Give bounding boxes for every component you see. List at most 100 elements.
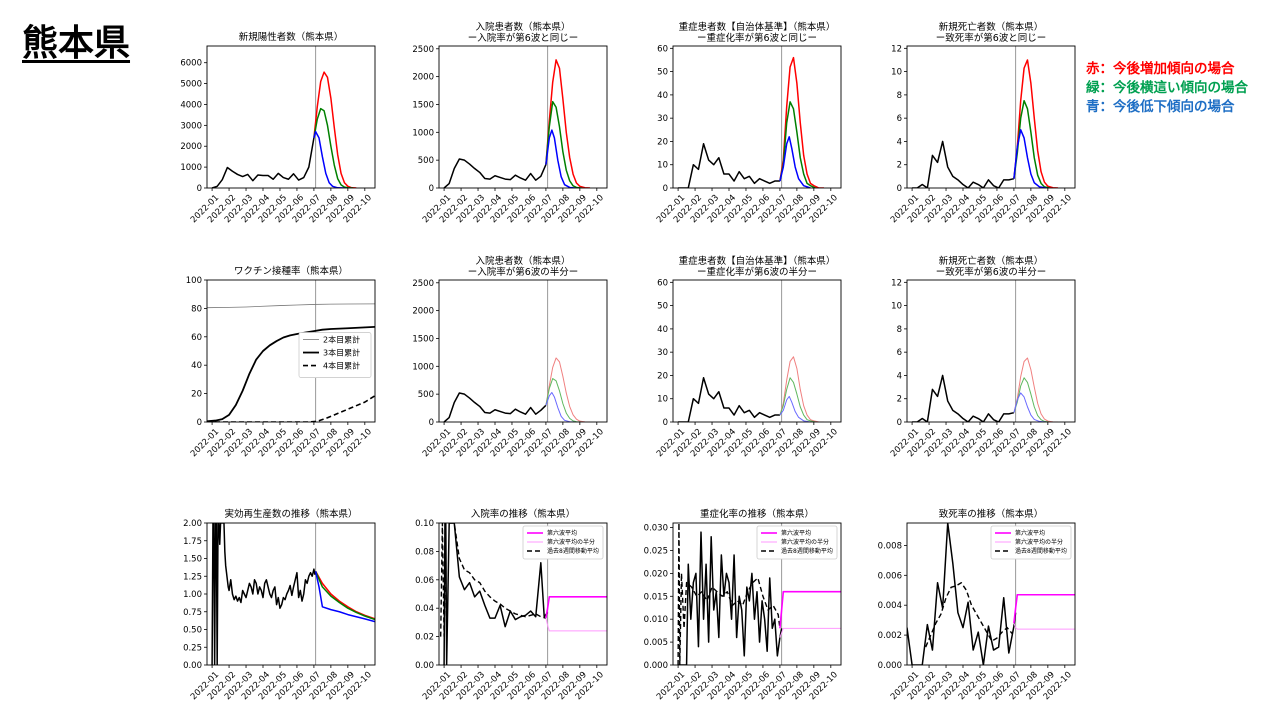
- series-line-3: [1013, 392, 1047, 422]
- series-line-0: [211, 137, 315, 188]
- y-tick-label: 1.50: [183, 555, 202, 565]
- y-tick-label: 1000: [412, 362, 434, 372]
- y-tick-label: 0.75: [183, 608, 202, 618]
- y-tick-label: 500: [418, 390, 434, 400]
- y-tick-label: 60: [191, 333, 202, 343]
- series-line-1: [313, 71, 357, 188]
- series-line-1: [207, 325, 375, 422]
- chart-new-cases: 新規陽性者数（熊本県）01000200030004000500060002022…: [180, 31, 376, 225]
- chart-severity-rate: 重症化率の推移（熊本県） 0.000 0.005 0.010 0.015 0.020 0.0…: [644, 508, 842, 702]
- series-line-0: [211, 523, 317, 665]
- series-line-3: [545, 129, 575, 188]
- series-line-0: [207, 303, 375, 309]
- plot-frame: [206, 279, 376, 423]
- series-line-1: [1013, 357, 1059, 422]
- y-tick-label: 10: [657, 395, 668, 405]
- chart-rt: 実効再生産数の推移（熊本県） 0.00 0.25 0.50 0.75 1.00 1.25 1.…: [183, 508, 376, 702]
- series-line-0: [443, 392, 547, 422]
- y-tick-label: 0.010: [644, 615, 668, 625]
- series-line-2: [545, 100, 582, 188]
- y-tick-label: 2.00: [183, 519, 202, 529]
- series-line-3: [545, 618, 607, 632]
- legend-label: 第六波平均の半分: [547, 538, 595, 546]
- y-tick-label: 0.06: [415, 576, 434, 586]
- legend-label: 過去8週間移動平均: [547, 547, 599, 555]
- legend-label: 過去8週間移動平均: [1015, 547, 1067, 555]
- y-tick-label: 12: [891, 278, 902, 288]
- series-line-0: [912, 140, 1015, 188]
- y-tick-label: 0.000: [878, 661, 902, 671]
- legend-label: 過去8週間移動平均: [781, 547, 833, 555]
- y-tick-label: 4000: [180, 100, 202, 110]
- y-tick-label: 0: [897, 418, 902, 428]
- y-tick-label: 10: [891, 302, 902, 312]
- y-tick-label: 8: [897, 325, 902, 335]
- y-tick-label: 0: [663, 184, 668, 194]
- series-line-2: [1013, 593, 1075, 624]
- scenario-note-red: 赤：今後増加傾向の場合: [1086, 61, 1235, 77]
- series-line-3: [545, 391, 575, 422]
- series-line-0: [678, 377, 780, 422]
- plot-frame: [438, 522, 608, 666]
- chart-hospitalized-same: 入院患者数（熊本県）ー入院率が第6波と同じー 0 500 1000 1500 2000 25…: [412, 21, 608, 225]
- series-line-1: [779, 356, 825, 422]
- chart-title: 新規陽性者数（熊本県）: [239, 31, 344, 43]
- y-tick-label: 6000: [180, 59, 202, 69]
- y-tick-label: 1000: [180, 163, 202, 173]
- series-line-2: [779, 590, 841, 629]
- y-tick-label: 1.25: [183, 572, 202, 582]
- legend-label: 第六波平均の半分: [1015, 538, 1063, 546]
- y-tick-label: 0.04: [415, 604, 434, 614]
- y-tick-label: 0.10: [415, 519, 434, 529]
- series-line-2: [545, 596, 607, 619]
- chart-title: 新規死亡者数（熊本県）: [939, 21, 1044, 33]
- chart-title: ー入院率が第6波と同じー: [468, 32, 579, 44]
- series-line-1: [545, 59, 591, 188]
- series-line-2: [314, 570, 375, 621]
- y-tick-label: 0.02: [415, 633, 434, 643]
- y-tick-label: 2000: [412, 73, 434, 83]
- chart-deaths-half: 新規死亡者数（熊本県）ー致死率が第6波の半分ー0246810122022-012…: [889, 255, 1076, 459]
- series-group: [912, 59, 1059, 188]
- series-line-2: [1013, 377, 1050, 422]
- chart-title: 新規死亡者数（熊本県）: [939, 255, 1044, 267]
- series-group: [678, 56, 825, 188]
- chart-deaths-same: 新規死亡者数（熊本県）ー致死率が第6波と同じー0246810122022-012…: [889, 21, 1076, 225]
- legend-label: 第六波平均: [781, 529, 811, 537]
- plot-frame: [906, 279, 1076, 423]
- y-tick-label: 1500: [412, 100, 434, 110]
- series-line-3: [779, 136, 811, 188]
- series-line-2: [313, 107, 353, 188]
- y-tick-label: 100: [186, 276, 202, 286]
- chart-title: ワクチン接種率（熊本県）: [234, 265, 348, 277]
- y-tick-label: 40: [191, 361, 202, 371]
- chart-hospitalized-half: 入院患者数（熊本県）ー入院率が第6波の半分ー 0 500 1000 1500 2000 25…: [412, 255, 608, 459]
- y-tick-label: 2000: [412, 307, 434, 317]
- chart-severe-half: 重症患者数【自治体基準】（熊本県）ー重症化率が第6波の半分ー 0 10 20 30 40 5…: [655, 255, 842, 459]
- legend-label: 2本目累計: [323, 334, 360, 344]
- y-tick-label: 30: [657, 348, 668, 358]
- y-tick-label: 6: [897, 348, 902, 358]
- chart-title: 入院患者数（熊本県）: [475, 255, 570, 267]
- y-tick-label: 0: [429, 184, 434, 194]
- series-line-2: [1013, 99, 1050, 188]
- plot-frame: [438, 45, 608, 189]
- y-tick-label: 1000: [412, 128, 434, 138]
- plot-frame: [206, 45, 376, 189]
- y-tick-label: 0.25: [183, 643, 202, 653]
- y-tick-label: 2500: [412, 279, 434, 289]
- y-tick-label: 0.00: [183, 661, 202, 671]
- chart-title: 重症患者数【自治体基準】（熊本県）: [679, 21, 836, 33]
- y-tick-label: 0: [429, 418, 434, 428]
- series-line-2: [779, 101, 816, 188]
- plot-frame: [906, 45, 1076, 189]
- series-group: [443, 59, 591, 188]
- series-group: [443, 357, 591, 422]
- legend-label: 第六波平均: [547, 529, 577, 537]
- y-tick-label: 500: [418, 156, 434, 166]
- chart-hospitalization-rate: 入院率の推移（熊本県）0.000.020.040.060.080.102022-…: [415, 508, 608, 702]
- y-tick-label: 20: [191, 390, 202, 400]
- chart-vaccination: ワクチン接種率（熊本県）0204060801002022-012022-0220…: [186, 265, 376, 459]
- series-group: [440, 523, 607, 665]
